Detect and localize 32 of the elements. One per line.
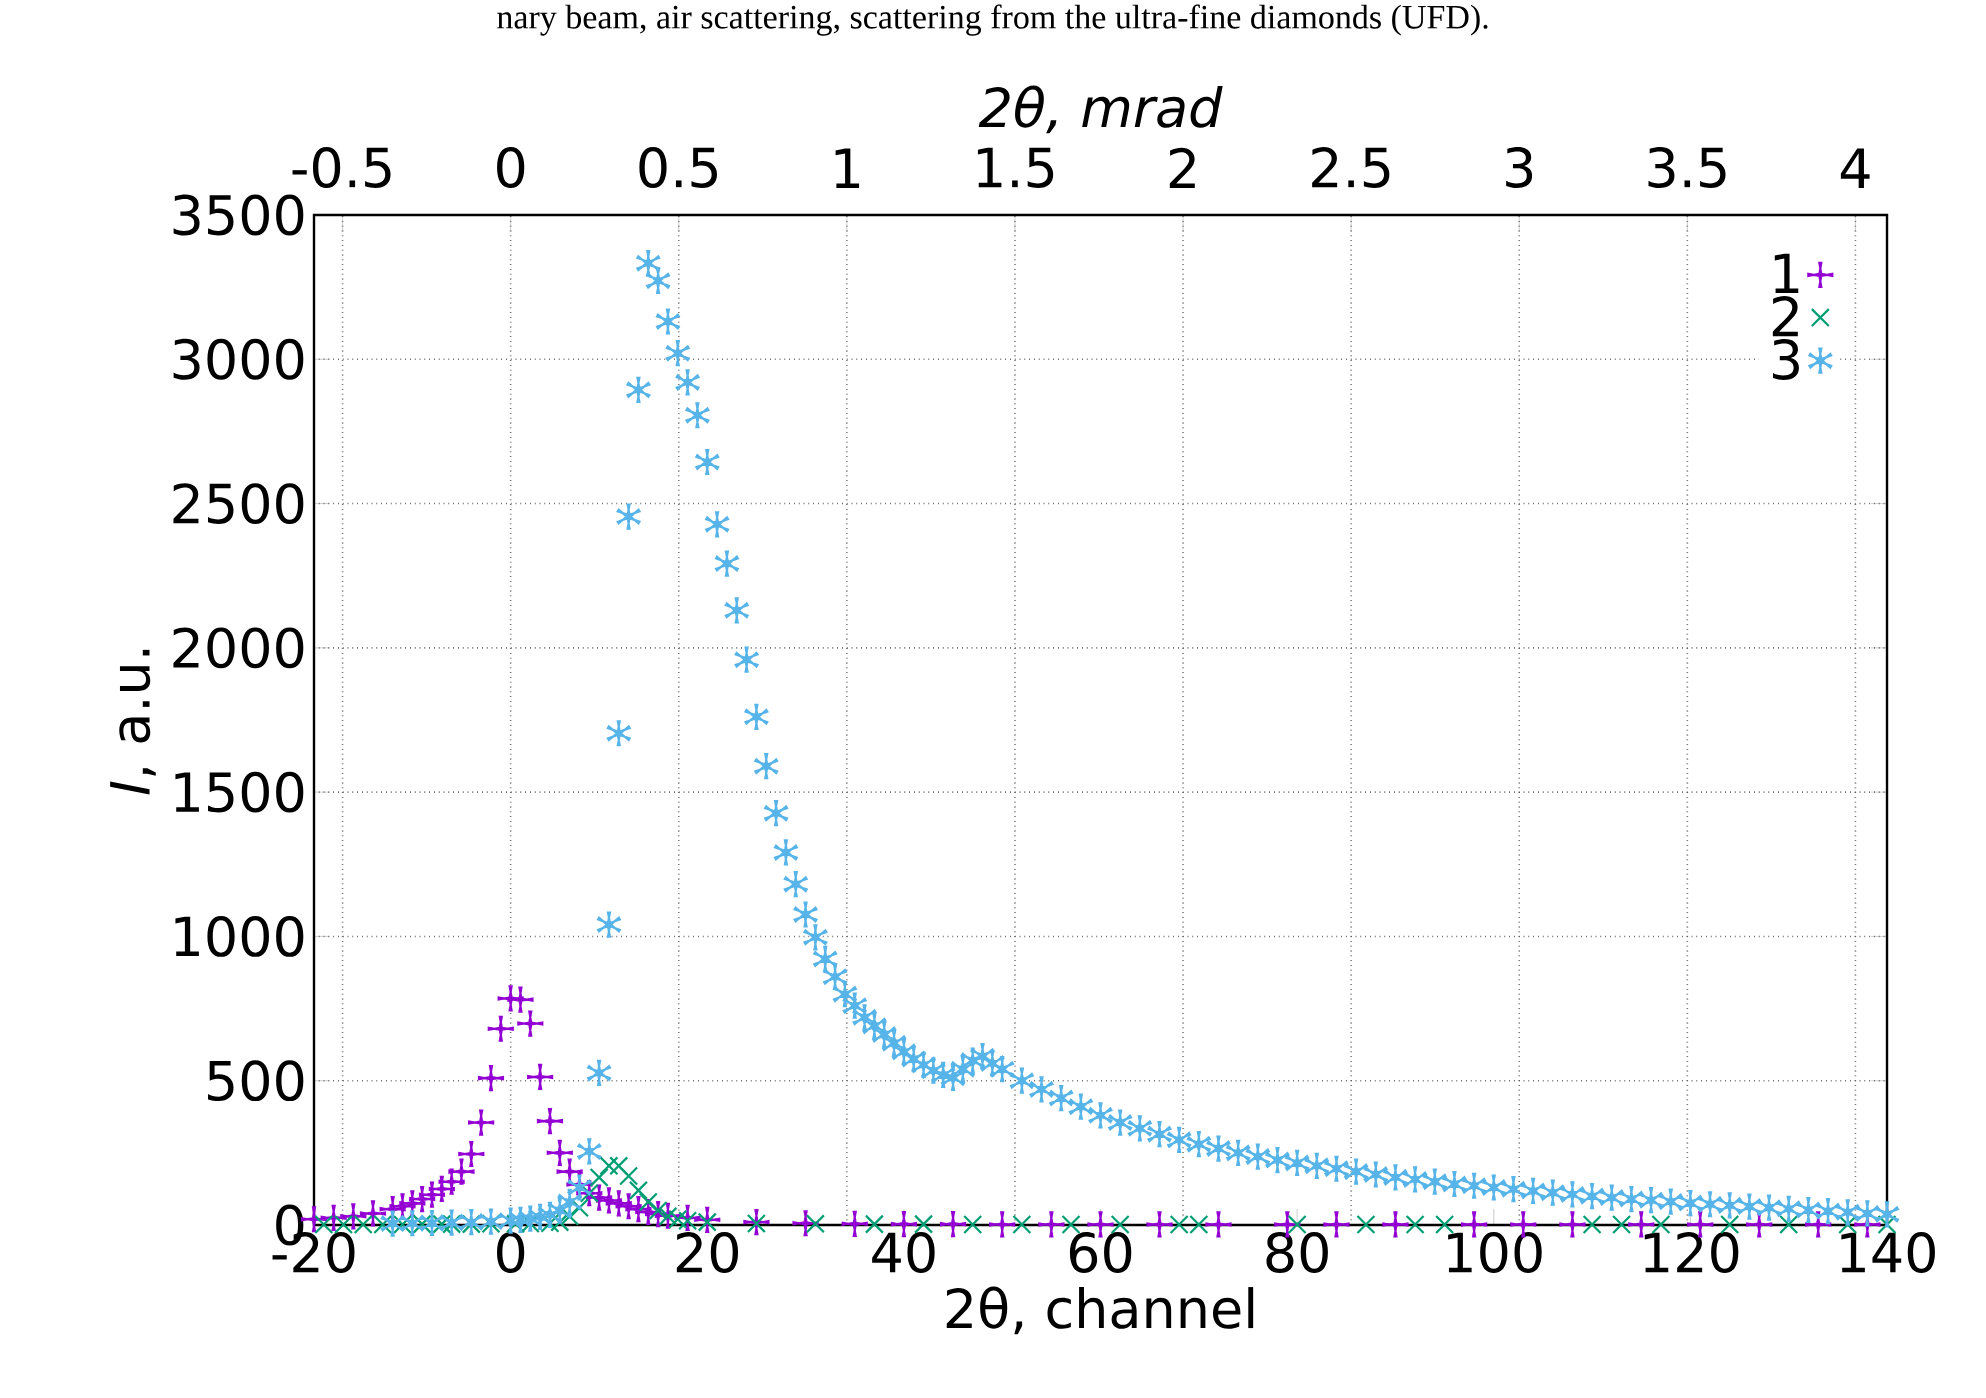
y-tick-label: 500 [208,1060,304,1102]
x-tick-label: 100 [1448,1232,1542,1273]
x2-tick-label: 3.5 [1648,147,1726,188]
x-tick-label: 20 [676,1232,739,1273]
x-tick-label: 120 [1644,1232,1739,1273]
y-tick-label: 2000 [173,627,304,669]
x2-tick-label: 1.5 [977,147,1054,188]
x-tick-label: 80 [1266,1232,1328,1273]
x-tick-label: 140 [1841,1232,1935,1273]
x-tick-label: 40 [872,1232,935,1273]
x-axis-title: 2θ, channel [946,1286,1254,1335]
legend-label: 2 [1772,296,1798,337]
x2-tick-label: 2.5 [1312,147,1390,188]
y-tick-label: 1500 [175,771,304,813]
x2-axis-title: 2θ, mrad [978,85,1223,134]
x2-tick-label: 1 [835,148,860,188]
x2-tick-label: 3 [1506,147,1533,188]
x2-tick-label: -0.5 [292,147,391,188]
x2-tick-label: 4 [1840,148,1870,188]
text: nary beam, air scattering, scattering from the ultra-fine diamonds (UFD). [497,4,1488,36]
x-tick-label: 0 [497,1232,525,1273]
y-tick-label: 3500 [173,194,304,236]
legend-label: 1 [1774,253,1799,294]
x-tick-label: 60 [1069,1232,1132,1273]
y-tick-label: 3000 [173,338,304,380]
y-axis-title: I, a.u. [110,649,156,795]
y-tick-label: 1000 [175,915,304,957]
y-tick-label: 2500 [173,483,304,524]
legend-label: 3 [1772,339,1799,380]
x2-tick-label: 0.5 [639,147,717,188]
x2-tick-label: 2 [1169,147,1195,188]
x2-tick-label: 0 [497,147,525,188]
